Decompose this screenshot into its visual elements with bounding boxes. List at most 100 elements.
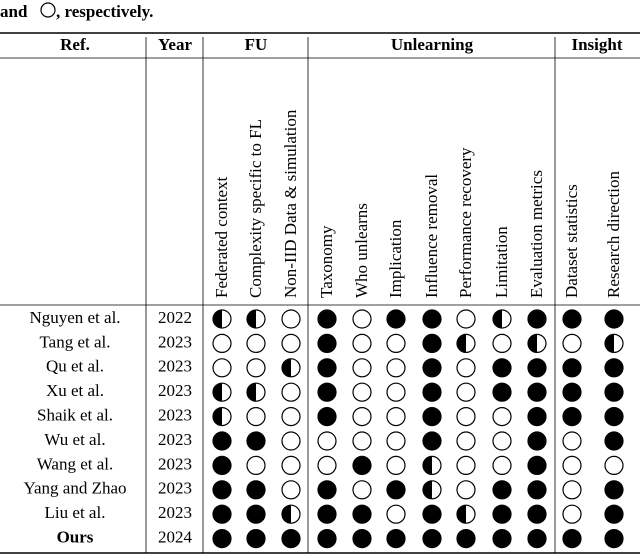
coverage-symbol [456,333,476,353]
coverage-symbol [562,358,582,378]
column-header: Taxonomy [317,225,336,298]
coverage-symbol [492,431,512,451]
coverage-symbol [422,480,442,500]
coverage-symbol [492,309,512,329]
coverage-symbol [527,333,547,353]
coverage-symbol [352,480,372,500]
coverage-symbol [246,333,266,353]
ref-cell: Nguyen et al. [29,308,120,327]
coverage-symbol [562,309,582,329]
column-header: Dataset statistics [562,184,581,298]
year-cell: 2022 [158,308,192,327]
coverage-symbol [317,528,337,549]
coverage-symbol [422,309,442,329]
coverage-symbol [562,333,582,353]
coverage-symbol [212,358,232,378]
coverage-symbol [422,504,442,524]
coverage-symbol [456,528,476,549]
coverage-symbol [456,431,476,451]
coverage-symbol [604,407,624,427]
column-header: Evaluation metrics [527,170,546,298]
coverage-symbol [281,333,301,353]
ref-cell: Liu et al. [45,503,106,522]
coverage-symbol [246,358,266,378]
coverage-symbol [352,358,372,378]
coverage-symbol [246,407,266,427]
column-header: Complexity specific to FL [246,119,265,298]
coverage-symbol [604,358,624,378]
column-header: Non-IID Data & simulation [281,109,300,298]
coverage-symbol [246,309,266,329]
coverage-symbol [281,309,301,329]
coverage-symbol [246,480,266,500]
coverage-symbol [562,504,582,524]
coverage-symbol [422,382,442,402]
column-header: Federated context [212,176,231,298]
coverage-symbol [212,504,232,524]
coverage-symbol [456,382,476,402]
coverage-symbol [352,455,372,475]
year-cell: 2023 [158,503,192,522]
coverage-symbol [527,504,547,524]
caption-before: and [0,2,28,21]
coverage-symbol [386,333,406,353]
year-cell: 2023 [158,406,192,425]
coverage-symbol [246,455,266,475]
coverage-symbol [317,504,337,524]
coverage-symbol [422,358,442,378]
coverage-symbol [527,407,547,427]
coverage-symbol [317,431,337,451]
coverage-symbol [386,382,406,402]
coverage-symbol [604,455,624,475]
coverage-symbol [492,407,512,427]
coverage-symbol [386,504,406,524]
ref-cell: Qu et al. [46,357,104,376]
coverage-symbol [212,455,232,475]
group-header: Year [158,35,192,54]
coverage-symbol [212,528,232,549]
coverage-symbol [386,431,406,451]
coverage-symbol [562,455,582,475]
coverage-symbol [527,455,547,475]
coverage-symbol [281,528,301,549]
coverage-symbol [352,504,372,524]
column-header: Who unlearns [352,203,371,298]
coverage-symbol [352,431,372,451]
year-cell: 2023 [158,454,192,473]
group-header: Unlearning [391,35,474,54]
coverage-symbol [604,309,624,329]
coverage-symbol [386,480,406,500]
coverage-symbol [562,528,582,549]
coverage-symbol [281,504,301,524]
coverage-symbol [456,455,476,475]
coverage-symbol [212,407,232,427]
coverage-symbol [212,333,232,353]
coverage-symbol [422,528,442,549]
coverage-symbol [604,528,624,549]
coverage-symbol [281,480,301,500]
group-header: FU [245,35,268,54]
coverage-symbol [527,480,547,500]
coverage-symbol [604,504,624,524]
coverage-symbol [562,382,582,402]
coverage-symbol [562,407,582,427]
coverage-symbol [281,431,301,451]
coverage-symbol [281,407,301,427]
ref-cell: Ours [57,528,94,547]
coverage-symbol [456,358,476,378]
year-cell: 2023 [158,381,192,400]
coverage-symbol [527,382,547,402]
ref-cell: Wang et al. [37,454,114,473]
year-cell: 2023 [158,430,192,449]
year-cell: 2023 [158,357,192,376]
coverage-symbol [492,358,512,378]
coverage-symbol [352,309,372,329]
coverage-symbol [492,504,512,524]
coverage-symbol [604,382,624,402]
coverage-symbol [352,382,372,402]
coverage-symbol [281,382,301,402]
coverage-symbol [317,358,337,378]
coverage-symbol [281,455,301,475]
coverage-symbol [422,333,442,353]
